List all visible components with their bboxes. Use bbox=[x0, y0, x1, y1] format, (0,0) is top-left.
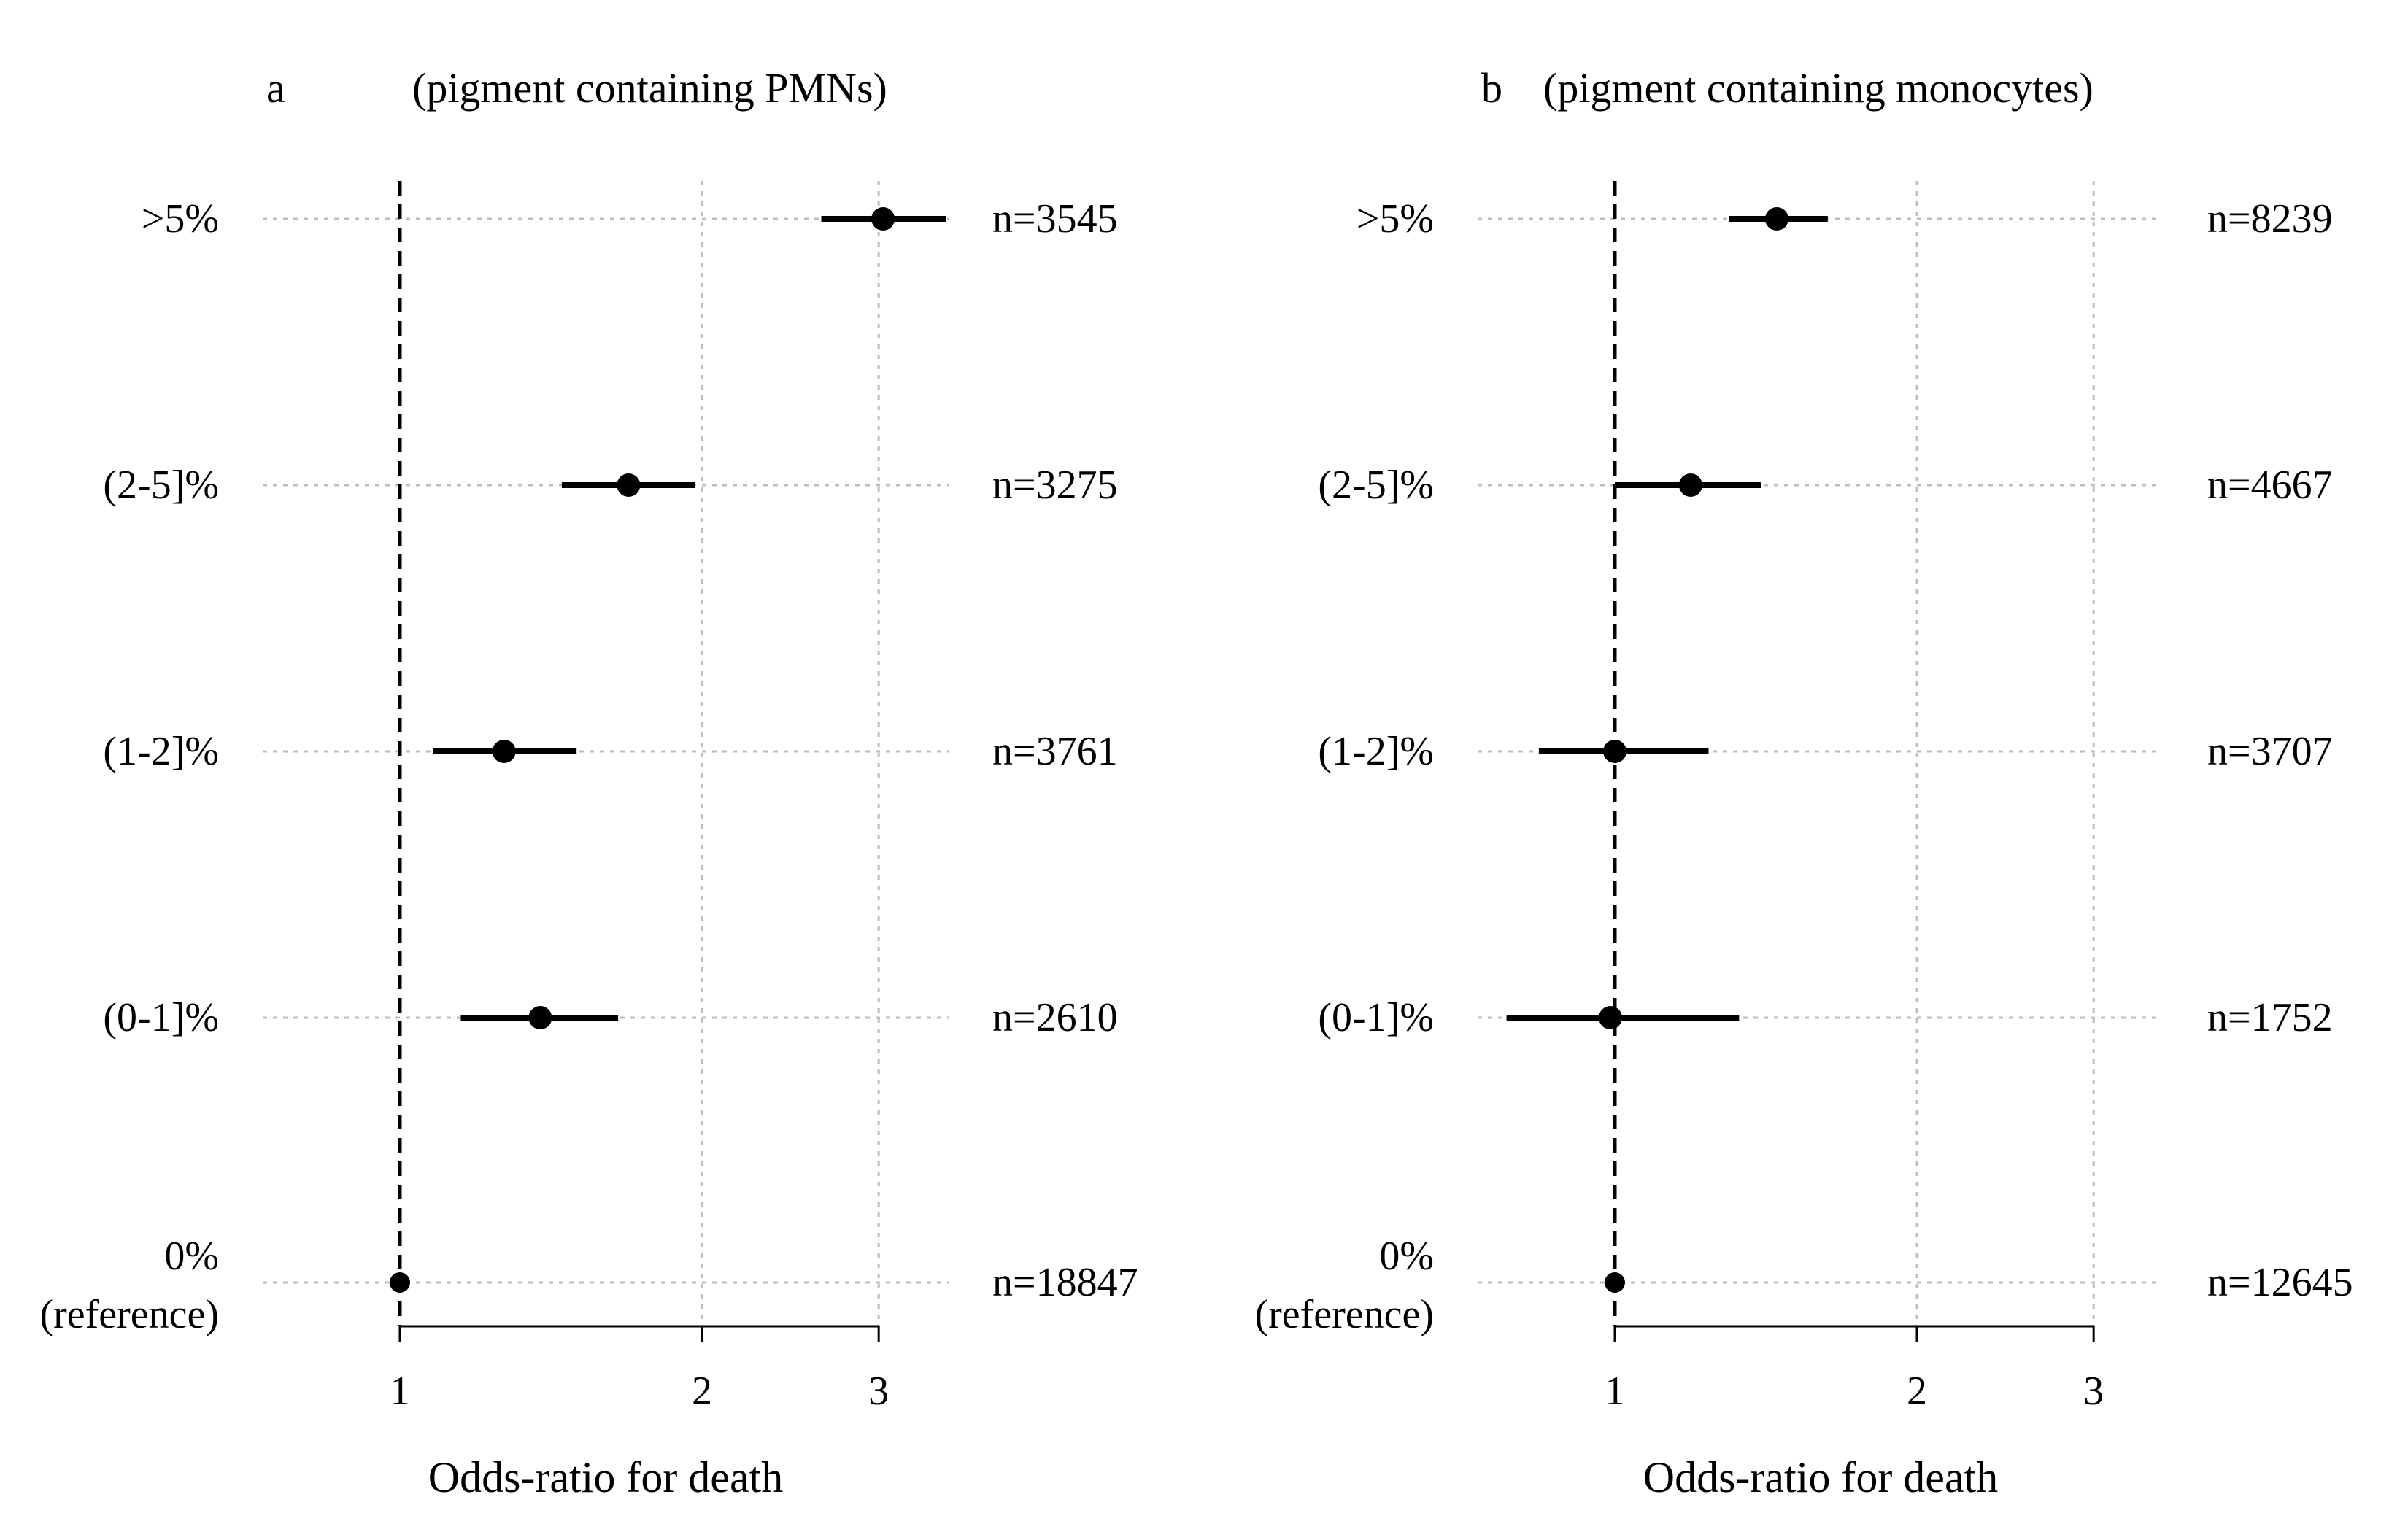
category-label: (0-1]% bbox=[103, 995, 219, 1040]
category-label: >5% bbox=[142, 196, 219, 241]
sample-size-label: n=18847 bbox=[992, 1260, 1138, 1305]
panel-title: (pigment containing PMNs) bbox=[412, 64, 887, 112]
odds-ratio-point bbox=[617, 473, 641, 497]
category-label: (1-2]% bbox=[1318, 729, 1434, 774]
odds-ratio-point bbox=[492, 740, 516, 763]
odds-ratio-point bbox=[1605, 1272, 1625, 1293]
category-label: (2-5]% bbox=[103, 463, 219, 508]
category-label: (1-2]% bbox=[103, 729, 219, 774]
odds-ratio-point bbox=[1598, 1006, 1622, 1029]
odds-ratio-point bbox=[1603, 740, 1626, 763]
odds-ratio-point bbox=[390, 1272, 410, 1293]
odds-ratio-point bbox=[528, 1006, 552, 1029]
category-label-line2: (reference) bbox=[39, 1292, 219, 1337]
sample-size-label: n=3761 bbox=[992, 729, 1118, 774]
odds-ratio-point bbox=[871, 207, 895, 231]
x-axis-title: Odds-ratio for death bbox=[1643, 1453, 1999, 1501]
sample-size-label: n=3275 bbox=[992, 463, 1118, 508]
odds-ratio-point bbox=[1764, 207, 1788, 231]
x-tick-label: 2 bbox=[1907, 1369, 1927, 1414]
panel-title: (pigment containing monocytes) bbox=[1543, 64, 2094, 112]
category-label: (2-5]% bbox=[1318, 463, 1434, 508]
sample-size-label: n=2610 bbox=[992, 995, 1118, 1040]
x-tick-label: 3 bbox=[2083, 1369, 2104, 1414]
sample-size-label: n=8239 bbox=[2207, 196, 2333, 241]
category-label: 0% bbox=[164, 1234, 219, 1279]
category-label-line2: (reference) bbox=[1254, 1292, 1434, 1337]
sample-size-label: n=4667 bbox=[2207, 463, 2333, 508]
sample-size-label: n=1752 bbox=[2207, 995, 2333, 1040]
x-tick-label: 1 bbox=[390, 1369, 410, 1414]
odds-ratio-point bbox=[1678, 473, 1702, 497]
x-tick-label: 2 bbox=[692, 1369, 712, 1414]
x-axis-title: Odds-ratio for death bbox=[428, 1453, 784, 1501]
panel-letter: b bbox=[1481, 64, 1502, 112]
x-tick-label: 3 bbox=[868, 1369, 889, 1414]
category-label: 0% bbox=[1379, 1234, 1434, 1279]
panel-letter: a bbox=[266, 64, 285, 112]
category-label: >5% bbox=[1357, 196, 1434, 241]
sample-size-label: n=3707 bbox=[2207, 729, 2333, 774]
sample-size-label: n=12645 bbox=[2207, 1260, 2353, 1305]
x-tick-label: 1 bbox=[1605, 1369, 1625, 1414]
category-label: (0-1]% bbox=[1318, 995, 1434, 1040]
sample-size-label: n=3545 bbox=[992, 196, 1118, 241]
